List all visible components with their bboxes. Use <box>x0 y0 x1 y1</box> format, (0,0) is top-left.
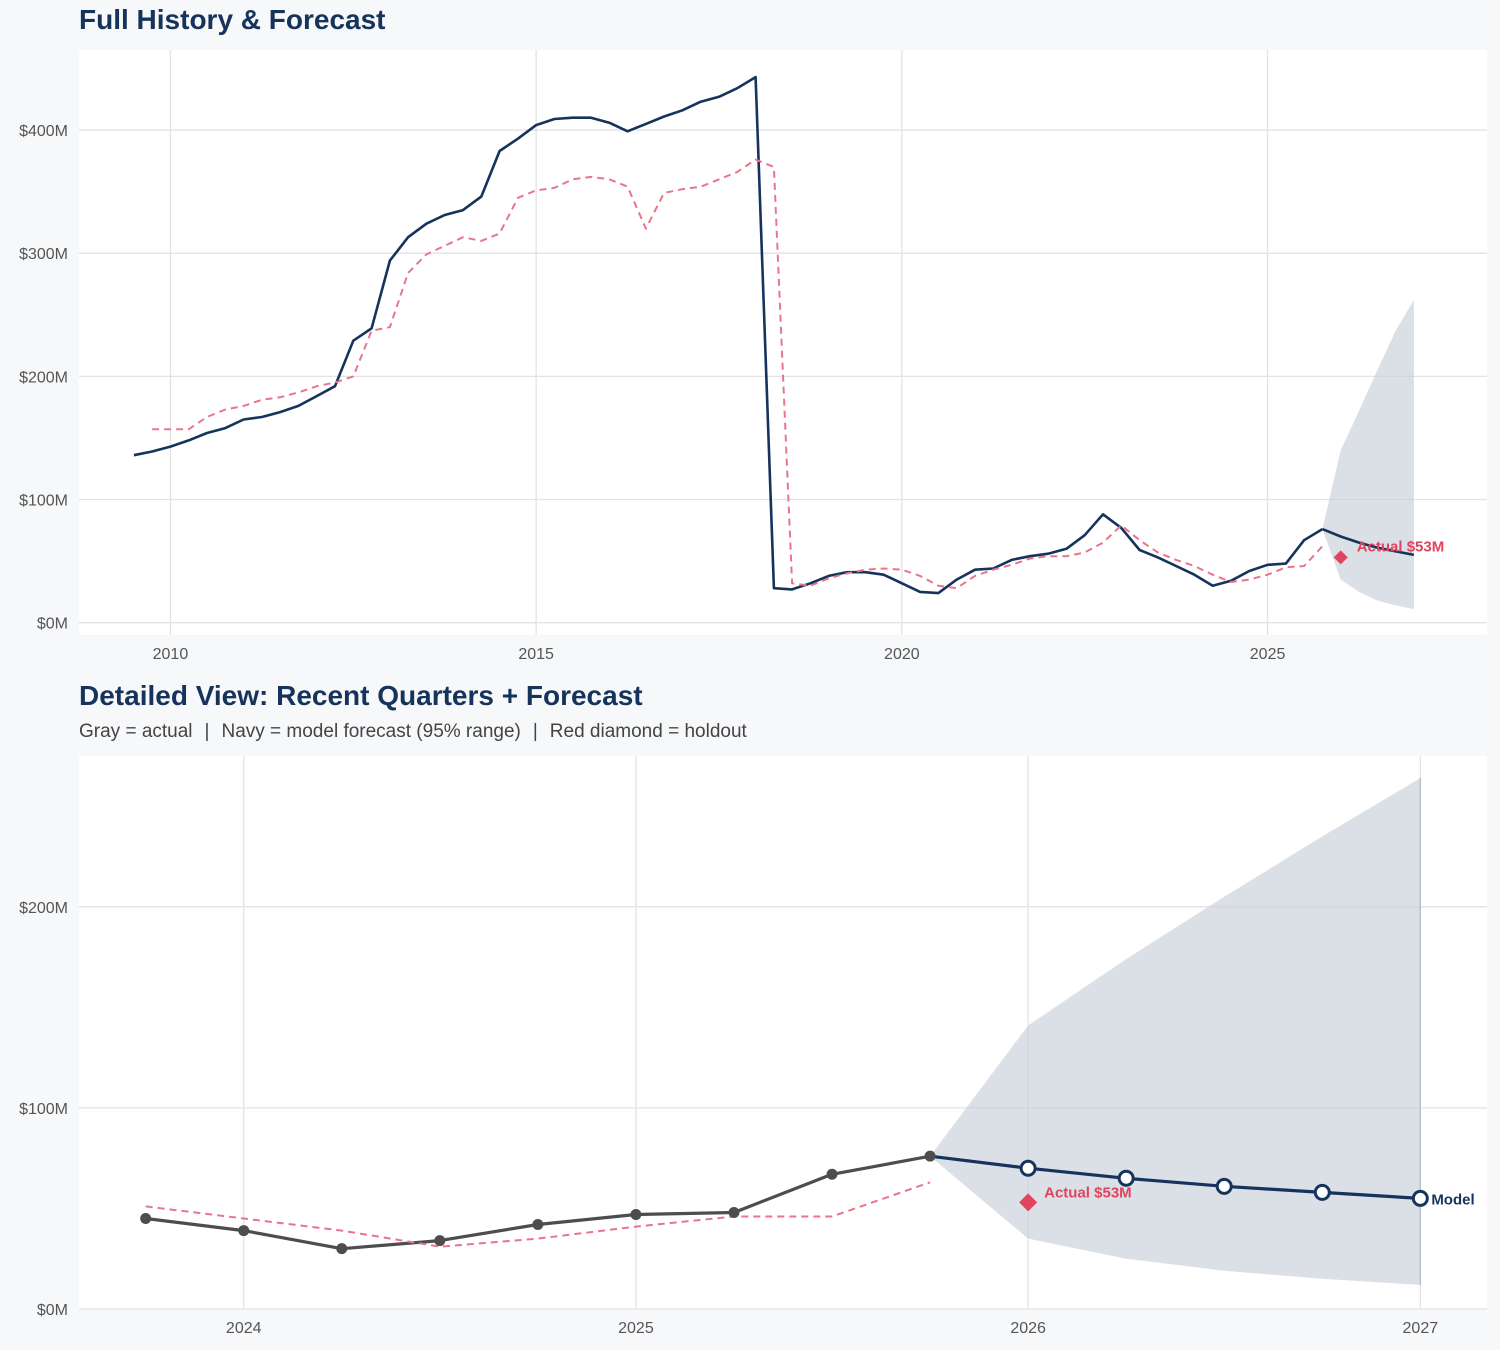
bottom-chart-subtitle: Gray = actual | Navy = model forecast (95%… <box>79 721 747 743</box>
subtitle-red-legend: Red diamond = holdout <box>549 721 747 742</box>
actual-point <box>728 1206 740 1218</box>
subtitle-navy-legend: Navy = model forecast (95% range) <box>221 721 521 742</box>
bottom-chart-title: Detailed View: Recent Quarters + Forecas… <box>79 680 643 711</box>
actual-point <box>140 1213 152 1225</box>
x-tick-label: 2024 <box>226 1320 262 1337</box>
x-tick-label: 2010 <box>153 646 189 663</box>
actual-point <box>336 1243 348 1255</box>
x-tick-label: 2015 <box>518 646 554 663</box>
y-tick-label: $200M <box>19 900 68 917</box>
forecast-point <box>1117 1169 1135 1187</box>
forecast-interval-band <box>930 778 1421 1285</box>
x-tick-label: 2025 <box>618 1320 654 1337</box>
x-tick-label: 2026 <box>1010 1320 1046 1337</box>
x-tick-label: 2027 <box>1403 1320 1439 1337</box>
forecast-point <box>1411 1189 1429 1207</box>
subtitle-separator: | <box>532 721 538 742</box>
actual-point <box>238 1225 250 1237</box>
holdout-diamond <box>1333 550 1348 565</box>
y-tick-label: $0M <box>37 616 68 633</box>
actual-point <box>630 1208 642 1220</box>
x-tick-label: 2020 <box>884 646 920 663</box>
y-tick-label: $100M <box>19 493 68 510</box>
y-tick-label: $400M <box>19 123 68 140</box>
holdout-label: Actual $53M <box>1044 1184 1132 1201</box>
actual-point <box>434 1235 446 1247</box>
forecast-point <box>1019 1159 1037 1177</box>
series-line-2 <box>929 1154 1421 1200</box>
subtitle-gray-legend: Gray = actual <box>79 721 193 742</box>
holdout-diamond <box>1019 1193 1038 1212</box>
subtitle-separator: | <box>204 721 210 742</box>
forecast-point <box>1313 1183 1331 1201</box>
series-line-0 <box>133 75 1324 595</box>
y-tick-label: $300M <box>19 246 68 263</box>
model-end-label: Model <box>1431 1191 1474 1208</box>
series-line-1 <box>152 158 1324 590</box>
full-history-chart: $0M $100M $200M $300M $400M 2010 2015 2020 2025 A… <box>19 50 1487 663</box>
x-tick-label: 2025 <box>1250 646 1286 663</box>
top-chart-title: Full History & Forecast <box>79 4 386 35</box>
actual-point <box>532 1219 544 1231</box>
plot-area <box>79 50 1487 635</box>
forecast-point <box>1215 1177 1233 1195</box>
series-line-2 <box>1321 527 1415 557</box>
holdout-label: Actual $53M <box>1357 538 1445 555</box>
y-tick-label: $0M <box>37 1302 68 1319</box>
actual-point <box>924 1150 936 1162</box>
y-tick-label: $100M <box>19 1101 68 1118</box>
forecast-interval-band <box>1322 300 1414 610</box>
y-tick-label: $200M <box>19 369 68 386</box>
actual-point <box>826 1168 838 1180</box>
